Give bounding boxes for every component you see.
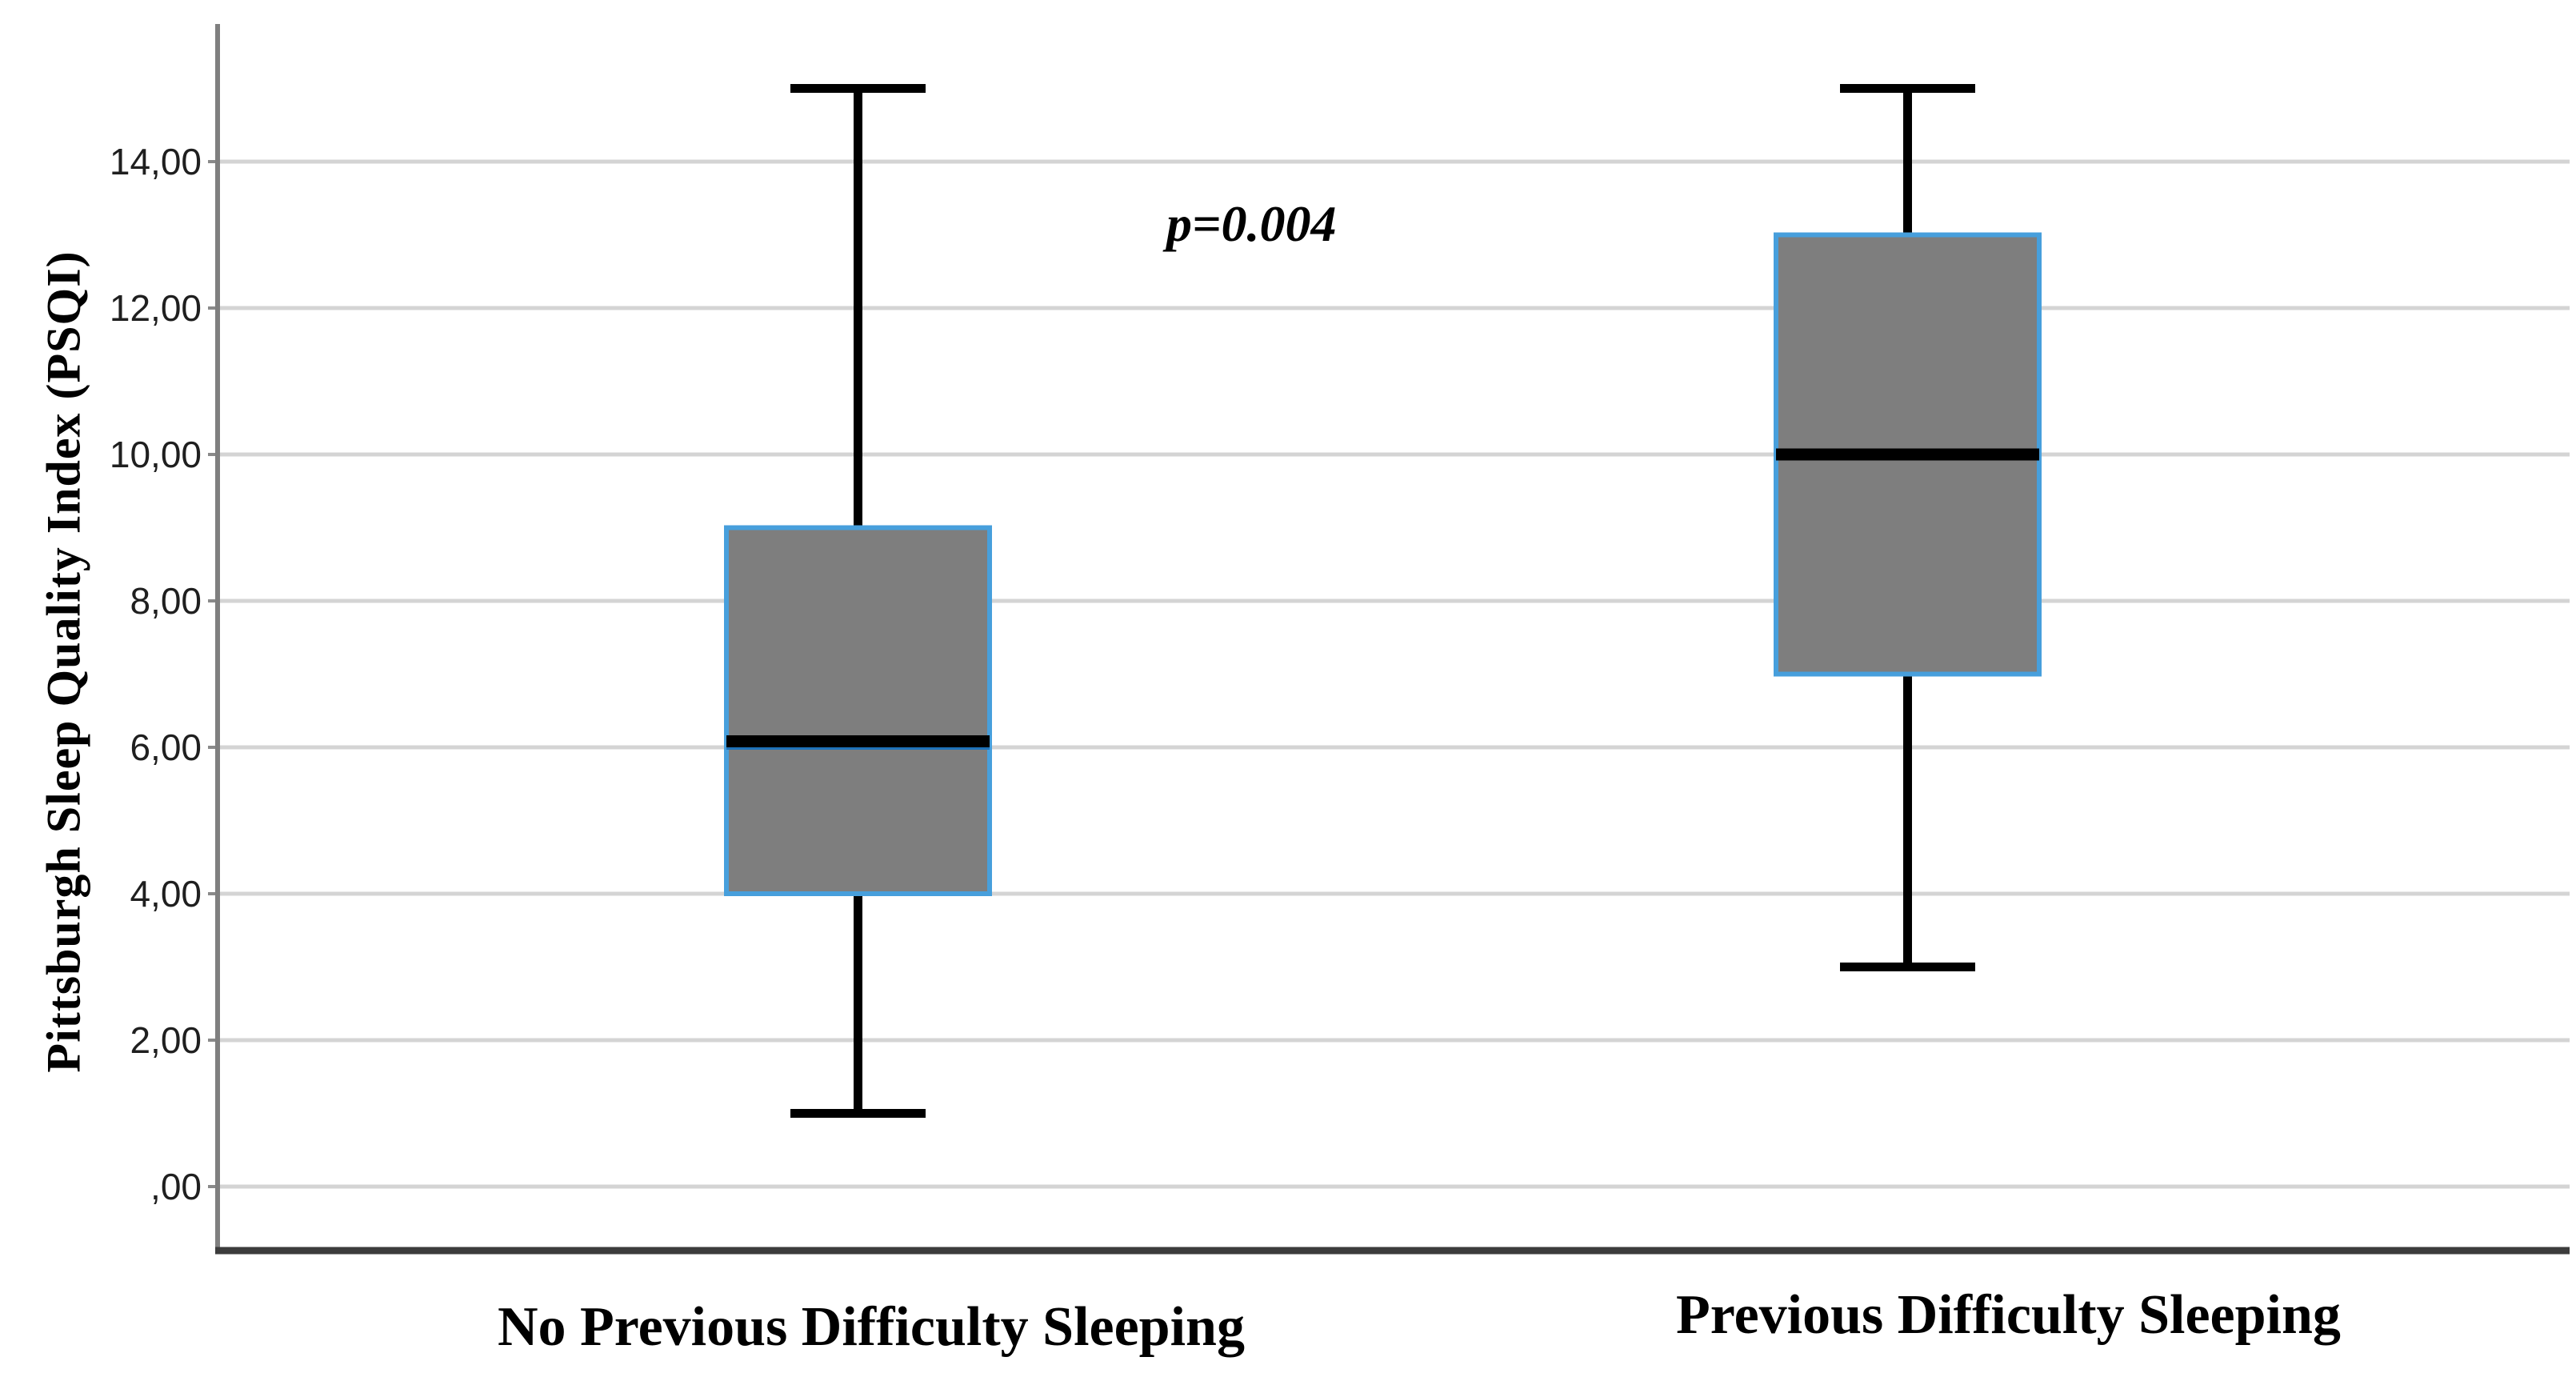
iqr-box-0 (724, 525, 992, 896)
p-value-annotation: p=0.004 (1166, 195, 1337, 252)
median-line-1 (1776, 448, 2039, 461)
y-tick-label-14: 14,00 (110, 141, 202, 182)
x-category-label-previous-difficulty: Previous Difficulty Sleeping (1676, 1284, 2341, 1346)
median-line-0 (726, 735, 990, 747)
y-tick-label-12: 12,00 (110, 287, 202, 329)
y-tick-label-2: 2,00 (130, 1019, 202, 1061)
y-tick-label-10: 10,00 (110, 434, 202, 475)
y-axis-title: Pittsburgh Sleep Quality Index (PSQI) (37, 250, 90, 1073)
x-category-label-no-previous-difficulty: No Previous Difficulty Sleeping (498, 1296, 1245, 1358)
y-tick-label-0: ,00 (150, 1166, 202, 1207)
y-tick-label-8: 8,00 (130, 580, 202, 622)
y-tick-label-6: 6,00 (130, 727, 202, 768)
y-tick-label-4: 4,00 (130, 873, 202, 915)
